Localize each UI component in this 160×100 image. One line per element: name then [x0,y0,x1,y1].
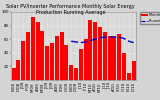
Bar [103,32,107,80]
Bar [122,53,126,80]
Bar [50,43,54,80]
Bar [74,68,78,80]
Legend: Monthly kWh, Running Avg: Monthly kWh, Running Avg [140,12,160,24]
Bar [132,61,136,80]
Bar [127,73,131,80]
Bar [21,41,25,80]
Bar [88,20,92,80]
Bar [117,34,121,80]
Bar [69,65,73,80]
Bar [112,36,116,80]
Text: Solar PV/Inverter Performance Monthly Solar Energy Production Running Average: Solar PV/Inverter Performance Monthly So… [6,4,135,15]
Bar [40,31,44,80]
Bar [98,27,102,80]
Bar [36,22,40,80]
Bar [31,17,35,80]
Bar [64,45,68,80]
Bar [16,60,20,80]
Bar [60,32,64,80]
Bar [55,36,59,80]
Bar [84,39,88,80]
Bar [108,36,112,80]
Bar [79,49,83,80]
Bar [93,22,97,80]
Bar [45,46,49,80]
Bar [12,68,16,80]
Bar [26,32,30,80]
